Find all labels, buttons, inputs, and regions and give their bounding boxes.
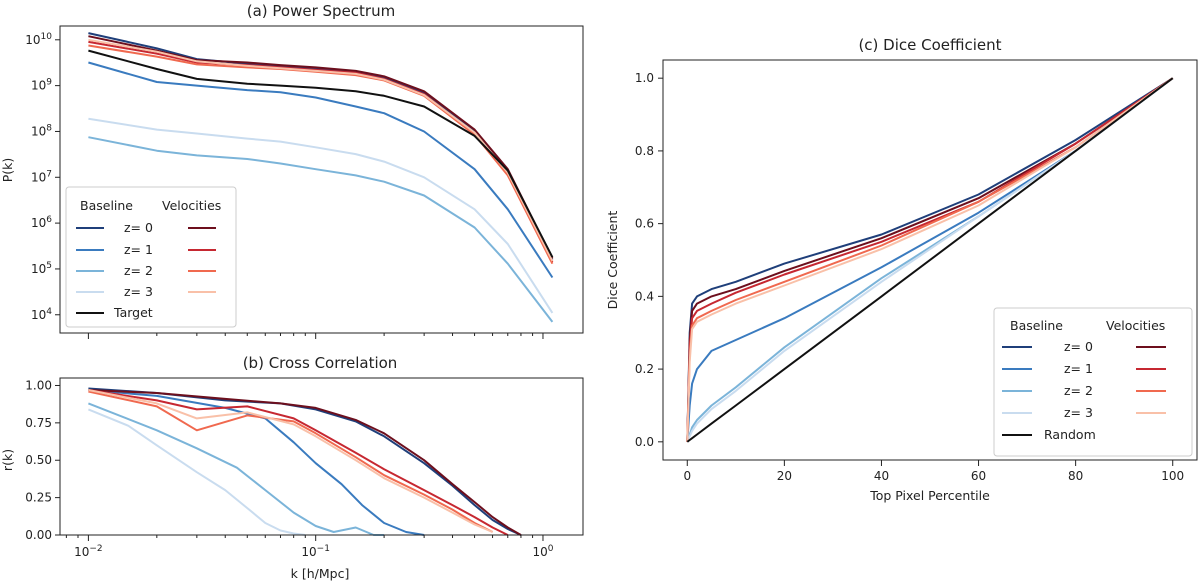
- power-axes-frame: [59, 25, 584, 334]
- dice-yticks: 0.0 0.2 0.4 0.6 0.8 1.0: [635, 71, 663, 449]
- dice-xtick-label-3: 60: [971, 469, 986, 483]
- dice-legend-row-2: z= 2: [1064, 383, 1093, 398]
- cross-yticks: 0.00 0.25 0.50 0.75 1.00: [25, 378, 60, 542]
- dice-ytick-label-3: 0.6: [635, 217, 654, 231]
- dice-xtick-label-0: 0: [683, 469, 691, 483]
- cross-correlation-xlabel: k [h/Mpc]: [291, 566, 350, 581]
- power-series-1: [88, 61, 554, 279]
- dice-ytick-label-0: 0.0: [635, 435, 654, 449]
- dice-series-7: [686, 77, 1174, 442]
- cross-series-6: [88, 390, 494, 533]
- dice-xtick-label-4: 80: [1068, 469, 1083, 483]
- power-legend-target-label: Target: [113, 305, 153, 320]
- power-legend-row-0: z= 0: [124, 220, 153, 235]
- dice-ytick-label-5: 1.0: [635, 71, 654, 85]
- power-ytick-label-0: 104: [31, 307, 52, 322]
- power-legend-row-1: z= 1: [124, 242, 153, 257]
- dice-xtick-label-1: 20: [777, 469, 792, 483]
- cross-series-3: [88, 408, 306, 536]
- power-ytick-label-2: 106: [31, 215, 52, 230]
- power-lines: [88, 32, 554, 323]
- dice-ytick-label-1: 0.2: [635, 362, 654, 376]
- power-legend-baseline-header: Baseline: [80, 198, 133, 213]
- dice-coefficient-xlabel: Top Pixel Percentile: [869, 488, 990, 503]
- dice-legend-box: [993, 307, 1193, 457]
- dice-axes-frame: [662, 59, 1198, 461]
- dice-xticks: 0 20 40 60 80 100: [683, 460, 1184, 483]
- power-ytick-label-1: 105: [31, 261, 52, 276]
- dice-legend-row-0: z= 0: [1064, 339, 1093, 354]
- power-spectrum-title: (a) Power Spectrum: [247, 2, 395, 20]
- dice-series-3: [686, 77, 1174, 443]
- power-series-4: [88, 35, 554, 259]
- cross-series-2: [88, 402, 385, 536]
- cross-ytick-label-0: 0.00: [25, 528, 52, 542]
- dice-coefficient-ylabel: Dice Coefficient: [605, 211, 620, 310]
- dice-legend-row-3: z= 3: [1064, 405, 1093, 420]
- cross-lines: [88, 387, 522, 536]
- dice-legend-random-label: Random: [1044, 427, 1096, 442]
- power-legend-row-2: z= 2: [124, 263, 153, 278]
- power-ytick-label-3: 107: [31, 169, 52, 184]
- cross-series-1: [88, 389, 425, 536]
- dice-legend-baseline-header: Baseline: [1010, 318, 1063, 333]
- power-series-2: [88, 136, 554, 323]
- cross-xtick-label-2: 100: [532, 544, 553, 559]
- cross-ytick-label-4: 1.00: [25, 378, 52, 392]
- power-series-7: [88, 38, 554, 262]
- dice-legend-row-1: z= 1: [1064, 361, 1093, 376]
- dice-coefficient-panel: (c) Dice Coefficient Dice Coefficient To…: [605, 36, 1198, 503]
- cross-ytick-label-3: 0.75: [25, 416, 52, 430]
- dice-lines: [686, 77, 1174, 443]
- cross-correlation-ylabel: r(k): [0, 449, 15, 471]
- dice-series-8: [686, 77, 1174, 443]
- power-ytick-label-6: 1010: [25, 32, 52, 47]
- cross-correlation-panel: (b) Cross Correlation r(k) k [h/Mpc] 0.0…: [0, 354, 584, 581]
- cross-series-4: [88, 389, 522, 536]
- cross-xtick-label-0: 10−2: [74, 544, 103, 559]
- cross-xtick-label-1: 10−1: [301, 544, 330, 559]
- power-legend: Baseline Velocities z= 0 z= 1 z= 2 z= 3 …: [65, 186, 237, 328]
- dice-series-1: [686, 77, 1174, 442]
- dice-xtick-label-2: 40: [874, 469, 889, 483]
- dice-ytick-label-4: 0.8: [635, 144, 654, 158]
- cross-ytick-label-2: 0.50: [25, 453, 52, 467]
- power-ytick-label-5: 109: [31, 78, 52, 93]
- cross-axes-frame: [59, 377, 584, 536]
- power-series-3: [88, 117, 554, 314]
- cross-xticks: 10−2 10−1 100: [65, 535, 554, 559]
- power-legend-row-3: z= 3: [124, 284, 153, 299]
- power-legend-velocities-header: Velocities: [162, 198, 221, 213]
- dice-xtick-label-5: 100: [1161, 469, 1184, 483]
- power-series-8: [88, 49, 554, 258]
- dice-ytick-label-2: 0.4: [635, 289, 654, 303]
- power-xticks: [87, 333, 544, 339]
- cross-series-0: [88, 387, 522, 536]
- dice-legend-velocities-header: Velocities: [1106, 318, 1165, 333]
- cross-series-5: [88, 389, 509, 536]
- power-ytick-label-4: 108: [31, 123, 52, 138]
- power-yticks: 104 105 106 107 108 109 1010: [25, 32, 60, 322]
- cross-series-7: [88, 389, 493, 533]
- power-spectrum-panel: (a) Power Spectrum P(k) 1041051061071081…: [0, 2, 584, 339]
- cross-ytick-label-1: 0.25: [25, 491, 52, 505]
- dice-coefficient-title: (c) Dice Coefficient: [858, 36, 1001, 54]
- power-spectrum-ylabel: P(k): [0, 158, 15, 183]
- cross-correlation-title: (b) Cross Correlation: [243, 354, 398, 372]
- dice-legend: Baseline Velocities z= 0 z= 1 z= 2 z= 3 …: [993, 307, 1193, 457]
